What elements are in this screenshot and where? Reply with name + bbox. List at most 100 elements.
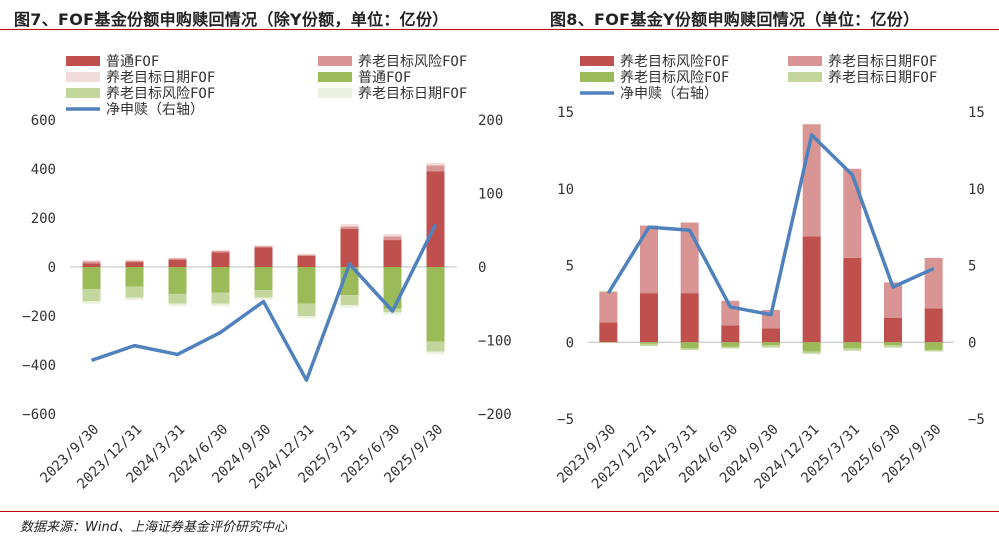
legend-label: 养老目标日期FOF [106,70,215,86]
y2-tick-label: −200 [478,407,512,423]
bar [843,342,862,349]
legend-label: 养老目标日期FOF [828,70,937,86]
y2-tick-label: −100 [478,334,512,350]
chart-title-fig7: 图7、FOF基金份额申购赎回情况（除Y份额，单位：亿份） [14,10,449,29]
bar [884,317,902,343]
bar [762,345,780,348]
bar [125,267,144,287]
bar [211,252,230,267]
y-tick-label: 200 [31,211,56,227]
bar [884,342,902,346]
legend-label: 养老目标风险FOF [620,70,729,86]
y2-tick-label: −5 [968,412,985,428]
bar [599,342,618,344]
y2-tick-label: 0 [968,335,976,351]
bar [254,246,273,248]
bar [125,286,144,298]
bar [924,257,943,309]
title-divider [0,0,999,30]
bar [640,225,658,294]
bar [640,342,658,344]
legend-label: 净申赎（右轴） [620,85,718,102]
y-tick-label: 0 [48,260,56,276]
bar [340,295,359,305]
bar [297,303,316,316]
legend-label: 养老目标日期FOF [358,86,467,102]
source-divider [0,511,999,512]
bar [762,342,780,346]
bar [426,165,445,172]
bar [254,245,273,247]
bar [640,293,658,343]
bar [125,260,144,263]
bar [125,297,144,301]
bar [211,267,230,293]
bar [383,312,402,315]
bar [297,253,316,255]
y-tick-label: 5 [566,259,574,275]
bar [82,301,101,304]
bar [884,345,902,348]
legend-swatch [580,56,614,66]
y-tick-label: −200 [22,309,56,325]
bar [82,260,101,262]
y-tick-label: −400 [22,358,56,374]
bar [426,351,445,354]
bar [168,257,187,259]
bar [82,267,101,290]
bar [924,342,943,350]
bar [254,267,273,291]
y2-tick-label: 100 [478,187,503,203]
bar [762,328,780,343]
bar [802,236,821,343]
bar [843,257,862,343]
bar [297,255,316,267]
bar [843,348,862,351]
bar [211,251,230,253]
bar [168,259,187,267]
legend-label: 普通FOF [358,70,411,86]
y-tick-label: −600 [22,407,56,423]
bar [924,308,943,343]
y2-tick-label: 5 [968,259,976,275]
bar [125,259,144,261]
y-tick-label: 15 [557,105,574,121]
chart-fig7: 6004002000−200−400−6002001000−100−200202… [22,54,512,492]
bar [254,247,273,267]
bar [924,349,943,352]
legend-swatch [66,88,100,98]
bar [383,233,402,237]
bar [82,263,101,267]
y-tick-label: 0 [566,335,574,351]
bar [168,267,187,294]
bar [340,224,359,227]
bar [168,293,187,304]
source-note: 数据来源：Wind、上海证券基金评价研究中心 [20,520,287,535]
bar [254,290,273,298]
legend-label: 养老目标风险FOF [106,86,215,102]
bar [297,254,316,256]
bar [211,292,230,304]
legend-swatch [788,72,822,82]
legend-swatch [66,56,100,66]
y2-tick-label: 200 [478,113,503,129]
bar [599,322,618,343]
bar [297,316,316,319]
legend-label: 养老目标日期FOF [828,54,937,70]
legend-swatch [580,72,614,82]
legend-swatch [318,72,352,82]
legend-swatch [318,56,352,66]
bar [721,325,740,343]
y2-tick-label: 0 [478,260,486,276]
bar [426,162,445,166]
bar [340,304,359,308]
net-subscription-line [90,223,438,382]
bar [383,236,402,241]
bar [340,229,359,267]
bar [383,240,402,267]
bar [82,261,101,264]
bar [426,341,445,352]
chart-title-fig8: 图8、FOF基金Y份额申购赎回情况（单位：亿份） [550,10,920,29]
bar [802,342,821,352]
chart-fig8: 151050−5151050−52023/9/302023/12/312024/… [554,54,985,492]
